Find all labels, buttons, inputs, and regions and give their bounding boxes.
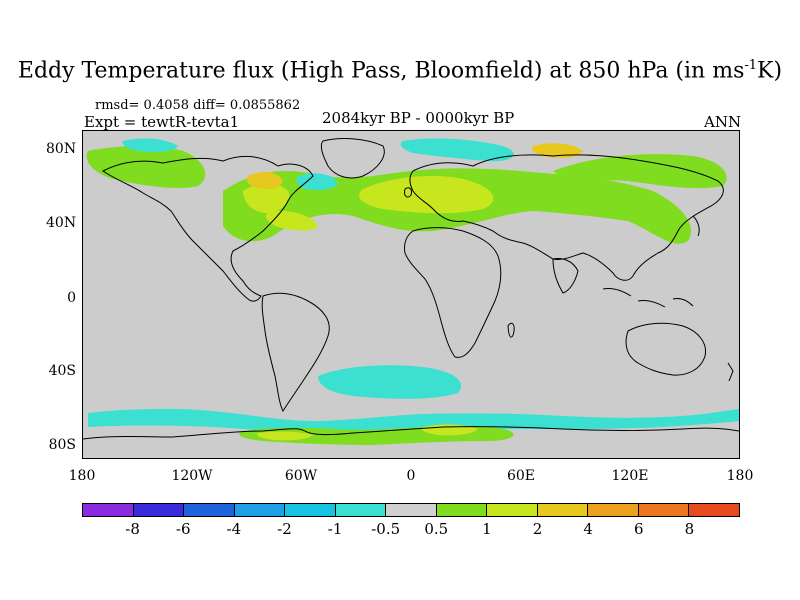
colorbar <box>82 503 740 517</box>
colorbar-label: 0.5 <box>424 520 449 538</box>
coast-australia <box>625 322 707 376</box>
shade-antarctic-yellow <box>257 431 313 441</box>
shade-labrador-cyan <box>296 173 338 191</box>
colorbar-box <box>487 504 538 516</box>
coast-japan <box>692 215 700 237</box>
lat-label: 40S <box>48 363 76 379</box>
coast-africa <box>404 227 502 358</box>
shade-siberia-orange <box>531 143 583 158</box>
coastlines <box>83 138 739 440</box>
coast-antarctica <box>83 426 739 440</box>
shade-namerica-yellow <box>243 183 290 213</box>
period-label: 2084kyr BP - 0000kyr BP <box>322 109 515 127</box>
colorbar-box <box>537 504 589 516</box>
season-label: ANN <box>704 113 742 131</box>
lat-label: 80S <box>48 437 76 453</box>
colorbar-box <box>386 504 437 516</box>
lon-label: 60E <box>506 468 536 484</box>
coast-uk <box>404 187 412 198</box>
colorbar-box <box>638 504 690 516</box>
colorbar-box <box>234 504 286 516</box>
stats-label: rmsd= 0.4058 diff= 0.0855862 <box>95 98 301 113</box>
coast-india <box>552 258 579 294</box>
lon-label: 180 <box>726 468 754 484</box>
lat-label: 80N <box>46 141 77 157</box>
lat-label: 40N <box>46 215 77 231</box>
lon-label: 180 <box>68 468 96 484</box>
coast-north-america <box>102 155 314 302</box>
coast-greenland <box>320 138 385 179</box>
colorbar-label: 2 <box>532 520 543 538</box>
colorbar-box <box>285 504 336 516</box>
shade-hudson-orange <box>246 171 283 189</box>
coast-madagascar <box>507 322 515 338</box>
coast-new-zealand <box>727 362 734 382</box>
colorbar-label: -0.5 <box>371 520 401 538</box>
shade-south-atlantic-cyan <box>318 365 462 399</box>
plot-title: Eddy Temperature flux (High Pass, Bloomf… <box>17 58 783 84</box>
colorbar-label: 8 <box>684 520 695 538</box>
colorbar-label: 1 <box>482 520 492 538</box>
lon-label: 60W <box>284 468 318 484</box>
colorbar-box <box>133 504 185 516</box>
lat-label: 0 <box>67 290 76 306</box>
shade-atlantic-yellow <box>266 210 318 231</box>
colorbar-box <box>436 504 488 516</box>
shade-europe-yellow <box>359 176 494 214</box>
lon-label: 120E <box>611 468 649 484</box>
colorbar-box <box>184 504 235 516</box>
colorbar-label: 4 <box>583 520 593 538</box>
experiment-label: Expt = tewtR-tevta1 <box>84 113 240 131</box>
colorbar-box <box>689 504 739 516</box>
colorbar-label: -2 <box>277 520 292 538</box>
map-panel <box>82 130 740 459</box>
shade-north-pacific-green <box>86 146 206 189</box>
shade-arctic-cyan <box>400 138 514 162</box>
colorbar-box <box>335 504 387 516</box>
map-svg <box>83 138 739 445</box>
colorbar-box <box>83 504 134 516</box>
colorbar-label: -1 <box>327 520 343 538</box>
shade-southern-ocean-cyan <box>88 408 739 433</box>
colorbar-label: -6 <box>175 520 191 538</box>
lon-label: 0 <box>406 468 416 484</box>
colorbar-label: -8 <box>125 520 140 538</box>
coast-eurasia <box>409 154 724 281</box>
colorbar-box <box>588 504 639 516</box>
colorbar-label: 6 <box>633 520 644 538</box>
coast-indonesia <box>602 288 694 308</box>
shade-siberia-green <box>553 154 727 189</box>
anomaly-shading <box>86 138 739 445</box>
coast-south-america <box>261 292 330 413</box>
lon-label: 120W <box>171 468 213 484</box>
colorbar-label: -4 <box>226 520 242 538</box>
shade-canada-cyan <box>122 138 178 153</box>
